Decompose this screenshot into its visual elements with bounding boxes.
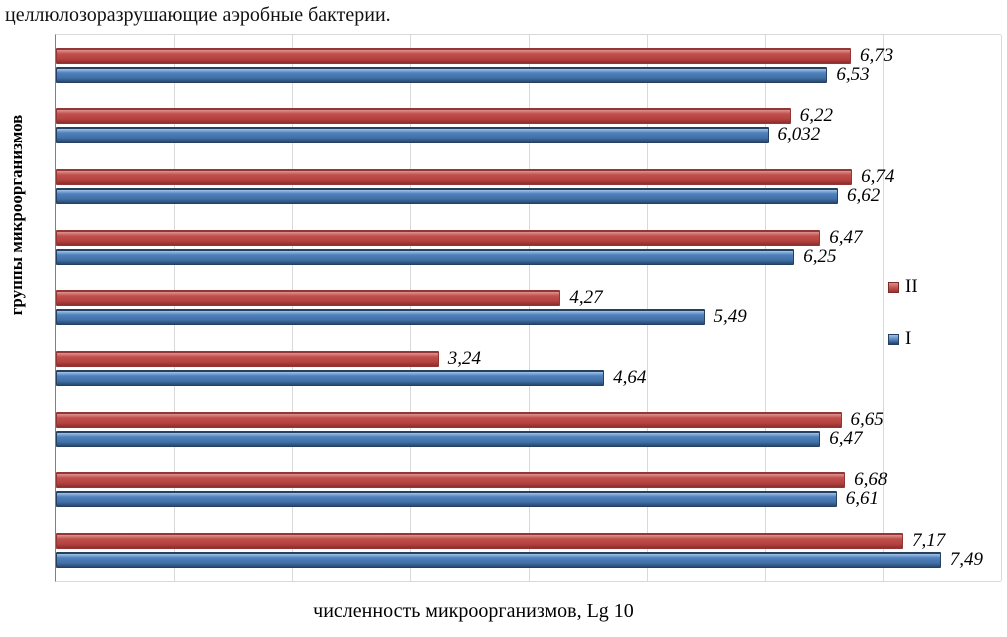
bar-series-i	[56, 66, 828, 83]
bar-value-label: 6,032	[777, 124, 821, 146]
bar-row-series-ii: 6,73	[56, 44, 1001, 66]
legend-swatch-blue-icon	[888, 333, 899, 345]
bar-series-i	[56, 370, 605, 387]
bar-series-ii	[56, 108, 791, 125]
gridline	[882, 35, 884, 581]
gridline	[174, 35, 176, 581]
bar-group: 6,73 6,53	[56, 35, 1001, 96]
bar-group: 6,74 6,62	[56, 156, 1001, 217]
y-axis-title: группы микроорганизмов	[7, 114, 26, 316]
bar-row-series-ii: 3,24	[56, 348, 1001, 370]
bar-row-series-ii: 6,74	[56, 166, 1001, 188]
gridline	[410, 35, 412, 581]
bar-value-label: 4,27	[569, 287, 603, 309]
bar-series-ii	[56, 229, 821, 246]
bar-series-ii	[56, 169, 853, 186]
bar-row-series-i: 5,49	[56, 306, 1001, 328]
bar-value-label: 6,65	[850, 408, 884, 430]
x-axis-title: численность микроорганизмов, Lg 10	[313, 600, 634, 622]
bar-series-ii	[56, 472, 846, 489]
bar-value-label: 6,53	[836, 63, 870, 85]
bar-value-label: 6,73	[859, 44, 894, 66]
bar-row-series-i: 6,62	[56, 185, 1001, 207]
legend-item-series-i: I	[888, 328, 918, 350]
bar-series-ii	[56, 351, 439, 368]
chart-caption: целлюлозоразрушающие аэробные бактерии.	[5, 4, 391, 26]
legend-label-series-ii: II	[905, 276, 918, 297]
bar-row-series-i: 6,032	[56, 124, 1001, 146]
bar-row-series-ii: 4,27	[56, 287, 1001, 309]
bar-value-label: 6,25	[803, 245, 837, 267]
bar-group: 6,65 6,47	[56, 399, 1001, 460]
bar-series-ii	[56, 47, 851, 64]
bar-group: 6,68 6,61	[56, 460, 1001, 521]
bar-value-label: 6,47	[829, 427, 863, 449]
bar-row-series-i: 6,25	[56, 245, 1001, 267]
bar-row-series-ii: 6,68	[56, 469, 1001, 491]
bar-value-label: 6,74	[861, 166, 895, 188]
bar-series-i	[56, 309, 705, 326]
bar-series-ii	[56, 533, 903, 550]
bar-value-label: 6,62	[846, 185, 881, 207]
gridline	[528, 35, 530, 581]
bar-group: 6,47 6,25	[56, 217, 1001, 278]
gridline	[1001, 35, 1002, 581]
legend-item-series-ii: II	[888, 276, 918, 298]
legend-swatch-red-icon	[888, 281, 899, 293]
bar-row-series-i: 4,64	[56, 367, 1001, 389]
bar-value-label: 5,49	[713, 306, 747, 328]
bar-row-series-ii: 6,47	[56, 226, 1001, 248]
bar-value-label: 6,22	[799, 105, 833, 127]
gridline	[764, 35, 766, 581]
bar-value-label: 4,64	[613, 367, 647, 389]
gridline	[292, 35, 294, 581]
bar-value-label: 7,17	[911, 530, 946, 552]
bar-series-i	[56, 188, 838, 205]
legend: II I	[888, 276, 918, 350]
bar-row-series-i: 6,47	[56, 427, 1001, 449]
bar-row-series-i: 7,49	[56, 549, 1001, 571]
bar-row-series-i: 6,61	[56, 488, 1001, 510]
bar-row-series-i: 6,53	[56, 63, 1001, 85]
bar-value-label: 7,49	[949, 549, 983, 571]
gridline	[646, 35, 648, 581]
bar-row-series-ii: 6,22	[56, 105, 1001, 127]
bar-group: 6,22 6,032	[56, 96, 1001, 157]
bar-series-i	[56, 491, 837, 508]
bar-row-series-ii: 6,65	[56, 408, 1001, 430]
bar-row-series-ii: 7,17	[56, 530, 1001, 552]
legend-label-series-i: I	[905, 328, 912, 349]
bar-value-label: 3,24	[447, 348, 481, 370]
bar-value-label: 6,68	[854, 469, 888, 491]
bar-value-label: 6,47	[829, 226, 863, 248]
plot-area: 6,73 6,53 6,22 6,032 6,74 6,62 6,47 6,25 4,27 5,4…	[55, 34, 1002, 582]
bar-series-i	[56, 127, 769, 144]
bar-series-i	[56, 248, 795, 265]
bar-series-i	[56, 552, 941, 569]
bar-value-label: 6,61	[845, 488, 880, 510]
bar-series-ii	[56, 411, 842, 428]
bar-group: 3,24 4,64	[56, 338, 1001, 399]
bar-series-i	[56, 430, 821, 447]
bar-group: 7,17 7,49	[56, 520, 1001, 581]
bar-group: 4,27 5,49	[56, 278, 1001, 339]
bar-series-ii	[56, 290, 561, 307]
